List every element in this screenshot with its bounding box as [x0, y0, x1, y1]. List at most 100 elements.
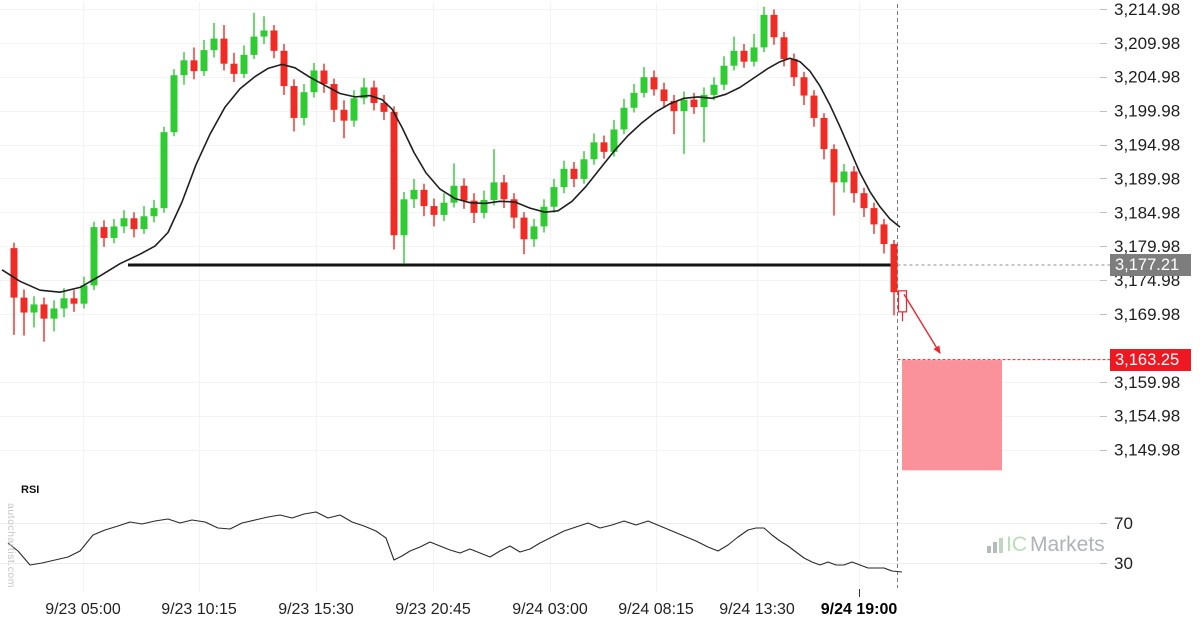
price-axis-label: 3,204.98 — [1114, 68, 1180, 87]
autochartist-watermark: autochartist.com — [5, 503, 17, 589]
candle-body-down — [570, 168, 578, 179]
candle-body-up — [710, 84, 718, 95]
candle-body-up — [540, 206, 548, 227]
candle-body-up — [210, 38, 218, 51]
price-axis-label: 3,199.98 — [1114, 102, 1180, 121]
candle-body-up — [700, 94, 708, 108]
candle-body-down — [40, 304, 48, 319]
candle-body-up — [50, 308, 58, 319]
candle-body-up — [630, 92, 638, 108]
candle-body-up — [580, 159, 588, 179]
candle-body-down — [820, 117, 828, 150]
forecast-candle — [897, 290, 908, 313]
candle-body-up — [150, 208, 158, 217]
candle-body-up — [260, 30, 268, 37]
candle-body-up — [640, 77, 648, 93]
candle-body-down — [780, 37, 788, 59]
time-axis-label: 9/23 20:45 — [395, 601, 471, 618]
candle-body-down — [320, 70, 328, 85]
candle-body-up — [400, 199, 408, 236]
candle-body-up — [30, 304, 38, 313]
grid-lines — [0, 2, 1107, 592]
icmarkets-bars-icon — [987, 538, 1003, 557]
candle-body-down — [370, 87, 378, 104]
price-axis-label: 3,169.98 — [1114, 305, 1180, 324]
candle-body-up — [480, 199, 488, 213]
candle-body-down — [280, 50, 288, 87]
candle-body-up — [360, 87, 368, 99]
candle-body-down — [100, 227, 108, 238]
candle-body-up — [250, 36, 258, 55]
candle-body-down — [670, 100, 678, 112]
axis-labels: 3,214.98 3,209.98 3,204.98 3,199.98 3,194.98… — [45, 0, 1180, 618]
rsi-line — [7, 511, 903, 573]
candle-body-down — [420, 189, 428, 207]
candle-body-up — [680, 99, 688, 112]
candle-body-down — [810, 95, 818, 118]
candles — [10, 6, 898, 342]
candle-body-down — [10, 248, 18, 298]
icmarkets-logo: IC Markets — [987, 533, 1105, 557]
candle-body-up — [720, 65, 728, 85]
candle-body-up — [610, 129, 618, 152]
candle-body-down — [270, 30, 278, 51]
candle-body-up — [90, 227, 98, 286]
candle-body-down — [740, 50, 748, 62]
candle-body-up — [550, 187, 558, 207]
candle-body-down — [380, 103, 388, 112]
time-axis-label: 9/23 05:00 — [45, 601, 121, 618]
candle-body-up — [310, 70, 318, 93]
candle-body-down — [870, 208, 878, 225]
price-axis-label: 3,184.98 — [1114, 203, 1180, 222]
forecast-arrow — [903, 293, 941, 355]
candle-body-up — [410, 189, 418, 200]
candle-body-up — [840, 171, 848, 183]
candle-body-down — [190, 60, 198, 72]
candle-body-down — [520, 217, 528, 240]
candle-body-up — [530, 226, 538, 240]
candle-body-down — [330, 84, 338, 110]
candle-body-down — [460, 185, 468, 201]
rsi-axis-label: 70 — [1114, 514, 1133, 533]
time-axis-label: 9/24 13:30 — [719, 601, 795, 618]
candle-body-down — [790, 58, 798, 78]
candle-body-down — [500, 182, 508, 200]
icmarkets-logo-ic: IC — [1006, 533, 1027, 556]
candle-body-up — [170, 75, 178, 133]
candle-body-up — [590, 142, 598, 160]
candle-body-up — [300, 92, 308, 118]
candle-body-down — [860, 193, 868, 209]
candle-body-up — [750, 47, 758, 62]
candle-body-down — [130, 218, 138, 230]
candle-body-up — [180, 60, 188, 76]
price-axis-label: 3,149.98 — [1114, 441, 1180, 460]
price-axis-label: 3,209.98 — [1114, 34, 1180, 53]
price-axis-label: 3,159.98 — [1114, 373, 1180, 392]
candle-body-up — [620, 107, 628, 130]
candle-body-down — [340, 109, 348, 121]
candle-body-down — [880, 224, 888, 245]
candle-body-down — [20, 297, 28, 313]
price-axis-label: 3,179.98 — [1114, 237, 1180, 256]
time-axis-label: 9/24 03:00 — [512, 601, 588, 618]
target-price-badge: 3,163.25 — [1110, 348, 1191, 371]
time-axis-label: 9/23 10:15 — [161, 601, 237, 618]
price-axis-label: 3,214.98 — [1114, 0, 1180, 19]
candle-body-up — [730, 50, 738, 66]
candle-body-up — [760, 14, 768, 48]
candle-body-up — [560, 168, 568, 188]
candle-body-up — [80, 285, 88, 304]
candle-body-down — [660, 89, 668, 101]
support-price-badge: 3,177.21 — [1110, 254, 1191, 276]
candle-body-down — [430, 206, 438, 215]
candle-body-up — [240, 54, 248, 74]
candle-body-down — [800, 77, 808, 96]
candle-body-down — [770, 14, 778, 38]
candle-body-up — [450, 185, 458, 203]
price-axis-label: 3,154.98 — [1114, 407, 1180, 426]
rsi-panel-label: RSI — [21, 484, 40, 496]
icmarkets-logo-markets: Markets — [1030, 533, 1105, 556]
time-axis-label: 9/23 15:30 — [278, 601, 354, 618]
candle-body-down — [890, 244, 898, 293]
